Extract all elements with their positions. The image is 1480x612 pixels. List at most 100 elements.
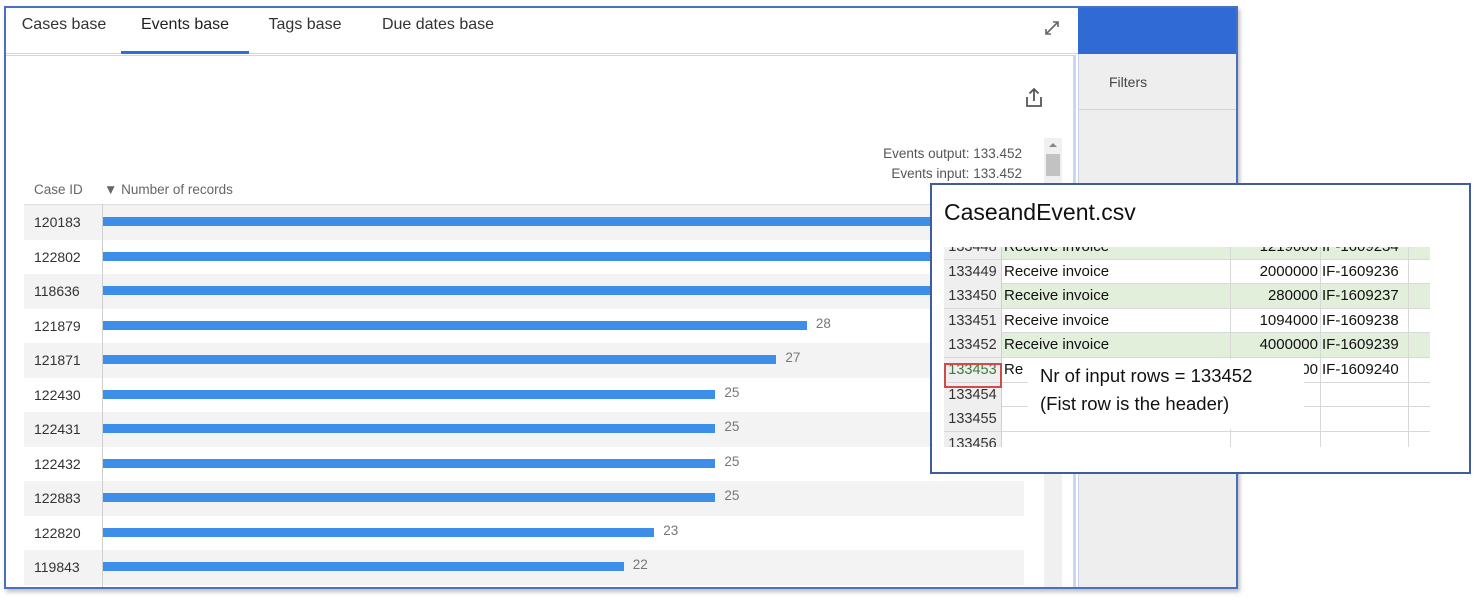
sheet-row: 133450 Receive invoice 280000 IF-1609237 [944,284,1430,309]
table-row[interactable]: 121871 27 [24,343,1024,378]
table-row[interactable]: 118636 [24,274,1024,309]
table-row[interactable]: 122432 25 [24,447,1024,482]
sheet-amount-cell: 1219000 [1232,247,1318,255]
record-count-label: 23 [663,522,679,538]
record-count-bar [102,389,716,399]
case-id-cell: 122431 [34,421,81,437]
sheet-row-number: 133453 [944,358,1002,382]
record-count-label: 22 [632,557,648,572]
csv-callout: CaseandEvent.csv 133448Receive invoice12… [930,183,1471,474]
case-id-cell: 121879 [34,317,81,334]
sheet-row: 133456 [944,431,1430,447]
table-row[interactable]: 122883 25 [24,481,1024,516]
record-count-bar [102,217,1018,226]
tab-events-base[interactable]: Events base [121,8,249,54]
sheet-column-line [1320,247,1321,447]
sheet-amount-cell: 4000000 [1259,336,1318,354]
case-id-cell: 122820 [34,524,81,541]
sheet-row-fill [1002,432,1430,447]
sheet-row-number: 133449 [944,259,1002,284]
record-count-label: 28 [815,315,831,331]
sheet-activity-cell: Receive invoice [1004,247,1109,255]
sheet-column-line [1230,247,1231,447]
record-count-label: 25 [724,384,740,400]
records-column-header[interactable]: ▼ Number of records [104,182,233,197]
sheet-amount-cell: 1094000 [1259,311,1318,329]
input-rows-note: Nr of input rows = 133452 (Fist row is t… [1028,359,1304,429]
filters-label: Filters [1109,74,1148,90]
sheet-activity-cell: Receive invoice [1004,311,1110,329]
share-icon[interactable] [1022,86,1046,110]
scrollbar-thumb[interactable] [1046,154,1060,176]
sheet-row-fill [1002,333,1430,358]
case-id-cell: 122802 [34,248,81,265]
sheet-reference-cell: IF-1609238 [1322,311,1399,329]
case-id-cell: 119843 [34,559,80,575]
table-row[interactable]: 122431 25 [24,412,1024,447]
sheet-row-fill [1002,284,1430,309]
record-count-bar [102,355,777,364]
sheet-row-number: 133448 [944,247,1002,259]
sheet-row: 133452 Receive invoice 4000000 IF-1609239 [944,333,1430,358]
sheet-activity-cell: Receive invoice [1004,287,1110,305]
events-output-stat: Events output: 133.452 [883,146,1022,161]
table-row[interactable]: 122430 25 [24,378,1024,413]
selected-cell [944,363,1002,388]
sheet-amount-cell: 2000000 [1259,262,1318,280]
record-count-bar [102,493,716,502]
record-count-bar [102,320,807,330]
sheet-row: 133451 Receive invoice 1094000 IF-1609238 [944,308,1430,334]
csv-spreadsheet: 133448Receive invoice1219000IF-160923413… [944,247,1430,447]
case-id-column-header[interactable]: Case ID [34,182,83,197]
record-count-bar [102,286,1018,295]
sheet-reference-cell: IF-1609240 [1322,361,1399,378]
expand-icon[interactable] [1042,18,1062,38]
table-row[interactable]: 121879 28 [24,309,1024,344]
filters-header[interactable]: Filters [1079,54,1236,110]
tab-cases-base[interactable]: Cases base [21,16,107,33]
tab-tags-base[interactable]: Tags base [268,16,342,33]
note-line-rows: Nr of input rows = 133452 [1040,365,1253,386]
record-count-bar [102,527,655,537]
sheet-activity-cell: Re [1004,361,1024,378]
sheet-amount-cell: 280000 [1267,287,1318,305]
table-row[interactable]: 119843 22 [24,550,1024,585]
scroll-up-icon[interactable] [1048,140,1058,150]
sheet-activity-cell: Receive invoice [1004,336,1110,354]
record-count-label: 25 [724,488,740,503]
column-divider [102,204,103,587]
events-input-stat: Events input: 133.452 [891,166,1022,181]
record-count-bar [102,424,716,433]
record-count-bar [102,251,1018,261]
sheet-activity-cell: Receive invoice [1004,262,1110,280]
case-id-cell: 120183 [34,214,81,230]
csv-file-title: CaseandEvent.csv [944,199,1136,225]
sheet-row: 133455 [944,407,1430,432]
record-count-label: 25 [724,419,740,434]
sheet-reference-cell: IF-1609236 [1322,262,1399,280]
case-id-cell: 121871 [34,352,81,368]
case-id-cell: 118636 [34,283,80,299]
record-count-bar [102,562,624,571]
tab-bar: Cases base Events base Tags base Due dat… [6,8,1078,54]
record-count-bar [102,458,716,468]
sheet-row: 133449 Receive invoice 2000000 IF-1609236 [944,259,1430,285]
sheet-row-fill [1002,247,1430,259]
record-count-label: 27 [785,350,801,365]
sheet-row-number: 133456 [944,431,1002,447]
table-row[interactable]: 122820 23 [24,516,1024,551]
sheet-row: 133448Receive invoice 1219000 IF-1609234 [944,247,1430,260]
record-count-label: 25 [724,453,740,469]
table-row[interactable]: 122802 [24,240,1024,275]
table-row[interactable]: 120183 [24,205,1024,240]
tab-due-dates-base[interactable]: Due dates base [381,16,495,33]
records-bar-table: 120183 122802 118636 121879 28 121871 27 122430… [24,204,1024,587]
sheet-reference-cell: IF-1609237 [1322,287,1399,305]
sheet-row-number: 133452 [944,333,1002,358]
sheet-row-number: 133455 [944,407,1002,432]
sheet-column-line [1408,247,1409,447]
sheet-row-number: 133451 [944,308,1002,333]
sheet-reference-cell: IF-1609239 [1322,336,1399,354]
note-line-header: (Fist row is the header) [1040,393,1230,414]
case-id-cell: 122883 [34,490,81,506]
